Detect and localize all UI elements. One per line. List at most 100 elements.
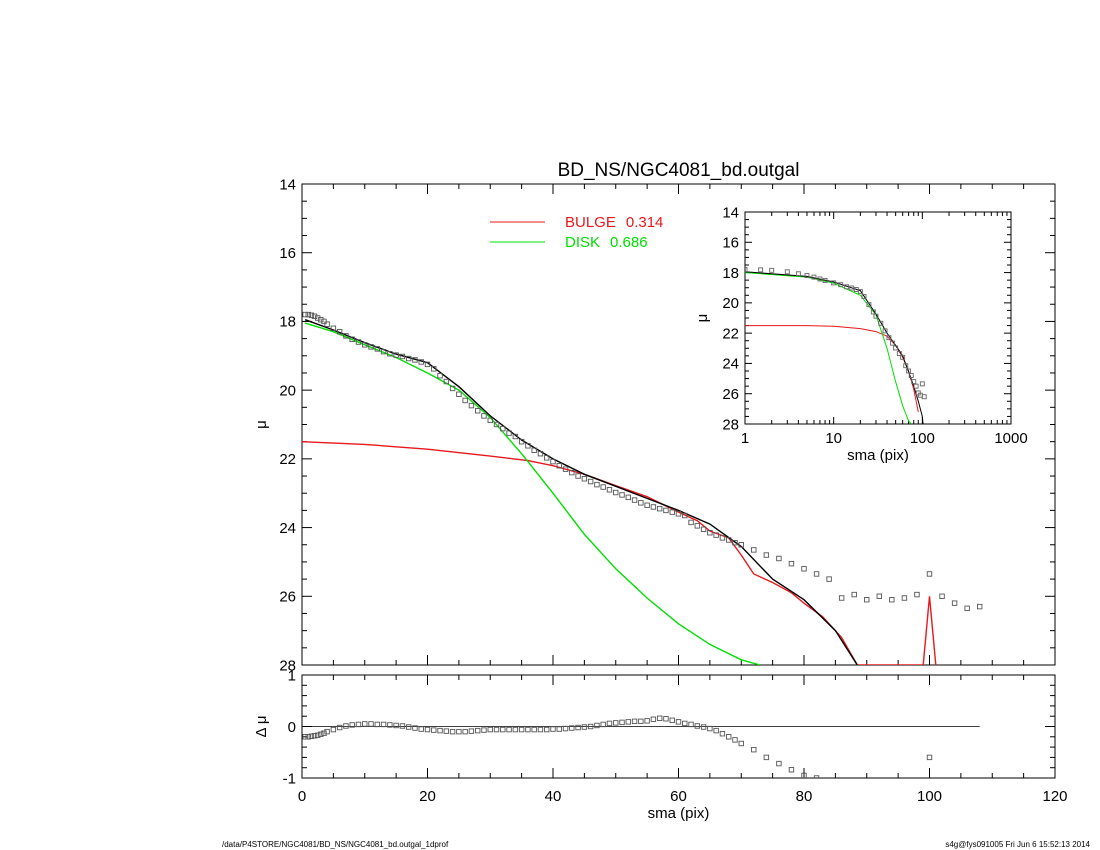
data-point-marker (475, 408, 481, 414)
data-point-marker (713, 727, 719, 734)
data-point-marker (784, 269, 790, 275)
y-tick-label: 16 (722, 235, 739, 252)
data-point-marker (964, 605, 970, 612)
data-point-marker (625, 719, 631, 725)
data-point-marker (531, 447, 537, 453)
data-point-marker (625, 494, 631, 501)
data-point-marker (330, 726, 337, 733)
x-tick-label: 10 (825, 430, 842, 447)
data-point-marker (368, 721, 374, 727)
data-point-marker (487, 417, 493, 424)
data-point-marker (669, 717, 675, 724)
y-tick-label: 28 (279, 657, 296, 674)
data-point-marker (318, 317, 324, 323)
data-point-marker (512, 433, 519, 440)
data-point-marker (587, 478, 594, 485)
data-point-marker (449, 385, 456, 392)
y-tick-label: 18 (279, 314, 296, 331)
data-point-marker (914, 591, 920, 598)
series-2-line (745, 271, 924, 424)
data-point-marker (600, 484, 606, 490)
footer-file-path: /data/P4STORE/NGC4081/BD_NS/NGC4081_bd.o… (222, 840, 449, 849)
data-point-marker (763, 754, 770, 761)
data-point-marker (481, 413, 487, 419)
data-point-marker (321, 318, 327, 325)
legend-label-disk: DISK (565, 234, 600, 251)
legend-value-bulge: 0.314 (626, 214, 664, 231)
data-point-marker (675, 511, 682, 517)
data-point-marker (908, 373, 914, 378)
data-point-marker (437, 727, 443, 734)
data-point-marker (302, 311, 308, 318)
data-point-marker (857, 289, 863, 294)
data-point-marker (813, 571, 820, 577)
data-point-marker (738, 740, 744, 747)
data-point-marker (500, 726, 506, 733)
data-point-marker (321, 730, 327, 736)
data-point-marker (311, 313, 318, 319)
data-point-marker (813, 775, 820, 778)
data-point-marker (619, 719, 625, 726)
data-point-marker (594, 481, 600, 488)
data-point-marker (462, 397, 468, 404)
data-point-marker (732, 539, 738, 546)
data-point-marker (380, 721, 387, 728)
x-axis-label: sma (pix) (847, 447, 909, 464)
data-point-marker (977, 603, 983, 610)
data-point-marker (562, 466, 569, 472)
inset-log-profile-panel: 1 10 100 1000 14 16 18 20 22 24 26 28 sma (pix) μ (694, 204, 1028, 464)
data-point-marker (939, 593, 945, 599)
data-point-marker (362, 342, 368, 348)
y-tick-label: 24 (722, 356, 739, 373)
data-point-marker (506, 430, 512, 436)
x-axis-label: sma (pix) (648, 805, 710, 822)
data-point-marker (324, 321, 330, 327)
data-point-marker (864, 597, 870, 603)
data-point-marker (926, 571, 933, 577)
y-tick-label: 14 (722, 204, 739, 221)
data-point-marker (801, 772, 807, 778)
data-point-marker (562, 725, 569, 732)
data-point-marker (694, 723, 701, 729)
data-point-marker (481, 727, 487, 733)
data-point-marker (876, 593, 882, 599)
data-point-marker (893, 345, 899, 351)
data-point-marker (606, 487, 613, 493)
data-point-marker (525, 443, 531, 449)
data-point-marker (838, 282, 844, 288)
data-point-marker (311, 733, 318, 739)
data-point-marker (500, 425, 506, 432)
data-point-marker (688, 519, 694, 526)
data-point-marker (769, 267, 775, 273)
data-point-marker (889, 597, 895, 603)
data-point-marker (900, 354, 906, 360)
y-axis-label: μ (694, 314, 711, 323)
data-point-marker (776, 760, 782, 767)
y-tick-label: 1 (288, 667, 296, 684)
data-point-marker (305, 311, 311, 318)
data-point-marker (921, 394, 927, 400)
data-point-marker (903, 363, 909, 369)
footer-user-timestamp: s4g@fys091005 Fri Jun 6 15:52:13 2014 (945, 840, 1090, 849)
data-point-marker (801, 566, 807, 572)
data-point-marker (305, 734, 311, 740)
data-point-marker (475, 727, 481, 734)
x-tick-label: 100 (917, 788, 942, 805)
data-point-marker (896, 351, 902, 357)
data-point-marker (506, 726, 512, 733)
data-point-marker (493, 421, 500, 428)
data-point-marker (544, 726, 550, 733)
data-point-marker (362, 721, 368, 727)
data-point-marker (844, 284, 850, 290)
data-point-marker (804, 273, 810, 279)
data-point-marker (387, 722, 393, 728)
data-point-marker (443, 728, 450, 734)
y-tick-label: 26 (279, 589, 296, 606)
y-tick-label: 24 (279, 520, 296, 537)
data-point-marker (437, 373, 443, 379)
data-point-marker (644, 502, 650, 508)
legend-value-disk: 0.686 (610, 234, 648, 251)
data-point-marker (631, 497, 638, 503)
